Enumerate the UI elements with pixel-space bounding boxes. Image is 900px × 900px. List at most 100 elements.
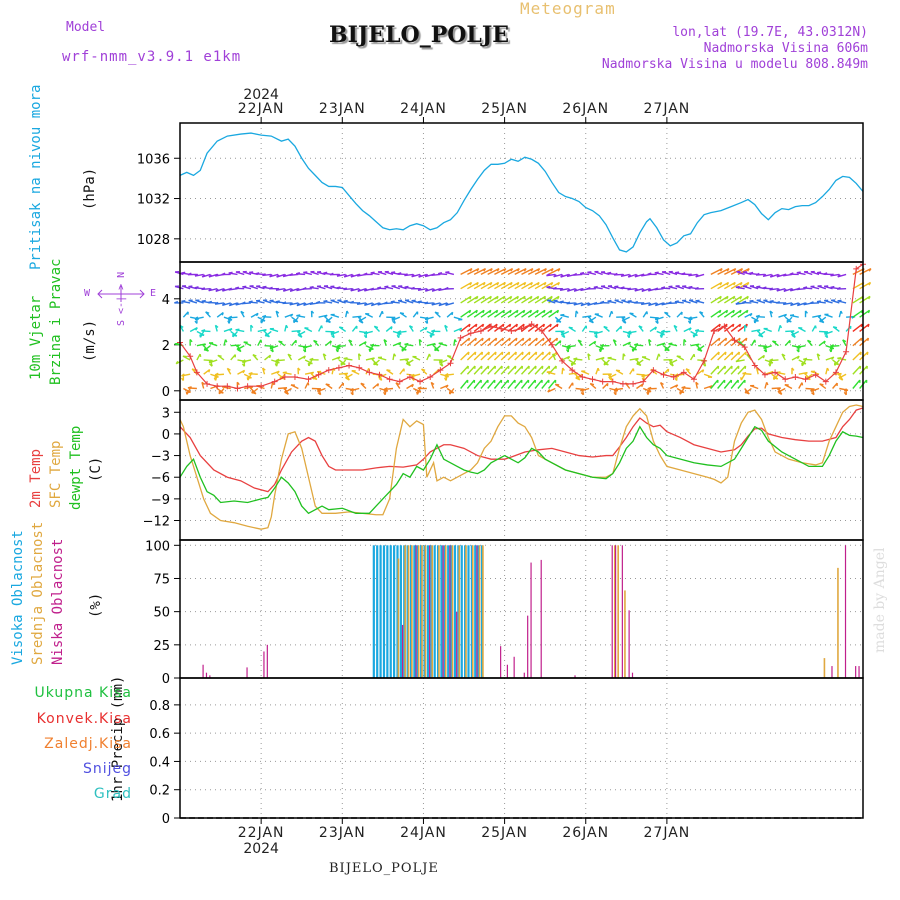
wind-arrow-head (744, 324, 748, 329)
wind-arrow-head (501, 337, 504, 342)
wind-arrow-head (302, 345, 307, 349)
wind-arrow (786, 316, 793, 324)
wind-arrow (710, 351, 720, 361)
wind-arrow-head (255, 312, 259, 317)
cloud-bar-low (442, 545, 444, 678)
wind-arrow-head (262, 314, 267, 318)
wind-arrow-head (459, 327, 463, 332)
wind-arrow (449, 388, 455, 395)
wind-arrow-head (807, 339, 812, 343)
wind-arrow-head (559, 300, 564, 303)
wind-arrow-head (528, 337, 531, 342)
wind-arrow-head (415, 391, 419, 395)
wind-speed-point (214, 383, 221, 390)
wind-arrow (740, 373, 746, 381)
wind-arrow-head (763, 349, 767, 353)
wind-arrow-head (522, 323, 525, 328)
wind-arrow (527, 268, 540, 276)
wind-arrow (521, 295, 533, 304)
wind-arrow-head (635, 357, 639, 362)
wind-arrow-head (290, 313, 294, 318)
wind-arrow-head (762, 355, 765, 359)
wind-arrow (534, 365, 544, 375)
wind-arrow-head (270, 349, 274, 353)
wind-arrow-head (383, 387, 388, 391)
wind-arrow (710, 365, 719, 375)
wind-arrow (514, 295, 526, 304)
wind-arrow-head (201, 287, 206, 291)
wind-arrow-head (320, 325, 323, 329)
wind-arrow-head (685, 368, 690, 371)
compass-e-label: E (150, 288, 157, 299)
wind-arrow (480, 337, 491, 347)
wind-arrow-head (810, 391, 815, 396)
wind-arrow-head (269, 273, 273, 278)
panel-frame-cloud (179, 539, 864, 679)
wind-arrow-head (324, 314, 328, 318)
wind-arrow-head (228, 315, 233, 319)
wind-arrow-head (697, 347, 700, 351)
wind-arrow-head (496, 268, 500, 272)
cloud-bar-low (209, 675, 211, 678)
cloud-bar-high (382, 545, 386, 678)
wind-arrow-head (749, 313, 753, 317)
wind-arrow (466, 365, 476, 375)
wind-arrow (818, 340, 826, 347)
model-altitude-label: Nadmorska Visina u modelu 808.849m (601, 57, 868, 72)
wind-arrow-head (309, 357, 314, 361)
wind-arrow (247, 373, 252, 381)
wind-arrow-head (358, 318, 362, 322)
wind-arrow-head (395, 382, 400, 386)
wind-arrow-head (655, 320, 659, 324)
wind-arrow-head (349, 300, 355, 304)
wind-arrow (541, 323, 552, 333)
wind-arrow (534, 268, 547, 276)
bottom-day-label: 24JAN (400, 825, 447, 841)
wind-arrow-head (648, 338, 652, 343)
wind-arrow-head (313, 339, 318, 343)
wind-arrow-head (803, 286, 808, 289)
cloud-bar-mid (451, 545, 454, 678)
wind-arrow-head (336, 273, 341, 277)
wind-arrow-head (769, 310, 774, 314)
wind-arrow-head (790, 332, 794, 336)
wind-arrow-head (640, 301, 645, 306)
wind-arrow-head (331, 334, 335, 339)
y-tick-label: 0 (162, 385, 170, 400)
wind-arrow-head (603, 325, 608, 329)
wind-arrow (401, 345, 408, 352)
wind-arrow-head (431, 272, 435, 276)
wind-arrow-head (626, 334, 630, 339)
wind-arrow-head (840, 310, 843, 314)
wind-arrow-head (378, 377, 383, 381)
wind-arrow-head (550, 282, 554, 286)
wind-arrow (514, 309, 526, 318)
cloud-bar-low (844, 545, 847, 678)
wind-arrow-head (516, 309, 519, 314)
wind-arrow-head (553, 274, 557, 278)
wind-arrow-head (640, 273, 645, 277)
wind-arrow-head (194, 316, 199, 320)
wind-arrow-head (555, 383, 560, 386)
wind-arrow-head (796, 344, 801, 349)
wind-arrow-head (307, 363, 310, 367)
cloud-bar-mid (438, 545, 440, 678)
wind-arrow (500, 365, 510, 375)
wind-arrow-head (201, 299, 206, 302)
wind-arrow-head (742, 371, 747, 375)
wind-arrow-head (431, 329, 436, 333)
wind-arrow-head (654, 326, 657, 330)
wind-arrow-head (809, 301, 814, 304)
wind-arrow-head (309, 301, 314, 305)
wind-arrow-head (634, 288, 638, 292)
cloud-bar-low (523, 672, 525, 678)
wind-arrow-head (241, 359, 246, 363)
cloud-bar-mid (823, 658, 826, 678)
wind-arrow (852, 351, 862, 361)
wind-arrow-head (194, 320, 198, 324)
wind-arrow (571, 359, 577, 367)
wind-arrow (541, 379, 550, 389)
wind-arrow (859, 281, 871, 290)
wind-arrow-head (537, 282, 540, 286)
